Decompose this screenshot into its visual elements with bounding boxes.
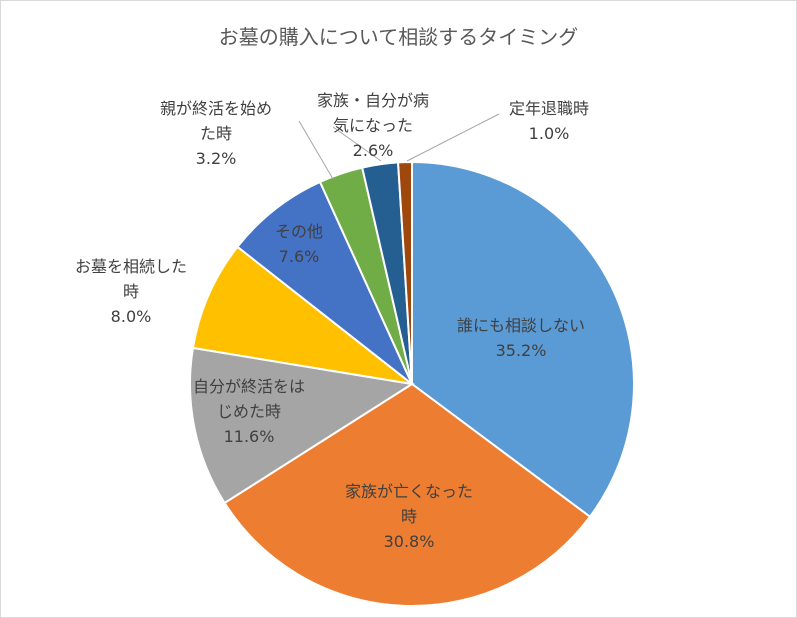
- value-label: 30.8%: [383, 532, 435, 551]
- pie-slice: [189, 346, 415, 505]
- value-label: 3.2%: [195, 149, 237, 168]
- chart-title: お墓の購入について相談するタイミング: [218, 25, 579, 49]
- value-label: 2.6%: [352, 141, 394, 160]
- data-label: 家族が亡くなった時 30.8%: [339, 479, 479, 554]
- pie-slice: [397, 160, 413, 385]
- data-label: 親が終活を始めた時 3.2%: [154, 96, 279, 171]
- category-label: 自分が終活をはじめた時: [192, 377, 305, 421]
- category-label: 家族・自分が病気になった: [316, 91, 429, 135]
- value-label: 7.6%: [278, 247, 320, 266]
- value-label: 8.0%: [110, 307, 152, 326]
- pie-slice: [191, 245, 413, 385]
- category-label: 家族が亡くなった時: [344, 482, 473, 526]
- value-label: 1.0%: [528, 124, 570, 143]
- data-label: お墓を相続した時 8.0%: [72, 254, 190, 329]
- value-label: 35.2%: [495, 341, 547, 360]
- pie-slice: [411, 160, 635, 519]
- data-label: 定年退職時 1.0%: [489, 96, 609, 146]
- pie-slice: [236, 180, 413, 385]
- category-label: 親が終活を始めた時: [159, 99, 272, 143]
- data-label: 自分が終活をはじめた時 11.6%: [189, 374, 309, 449]
- data-label: その他 7.6%: [249, 219, 349, 269]
- pie-slice: [223, 382, 592, 607]
- category-label: 定年退職時: [508, 99, 589, 118]
- leader-line: [332, 126, 382, 162]
- data-label: 誰にも相談しない 35.2%: [431, 313, 611, 363]
- category-label: 誰にも相談しない: [456, 316, 585, 335]
- leader-line: [298, 120, 334, 180]
- leader-line: [406, 113, 500, 162]
- category-label: その他: [274, 222, 323, 241]
- data-label: 家族・自分が病気になった 2.6%: [311, 88, 436, 163]
- value-label: 11.6%: [223, 427, 275, 446]
- category-label: お墓を相続した時: [74, 257, 187, 301]
